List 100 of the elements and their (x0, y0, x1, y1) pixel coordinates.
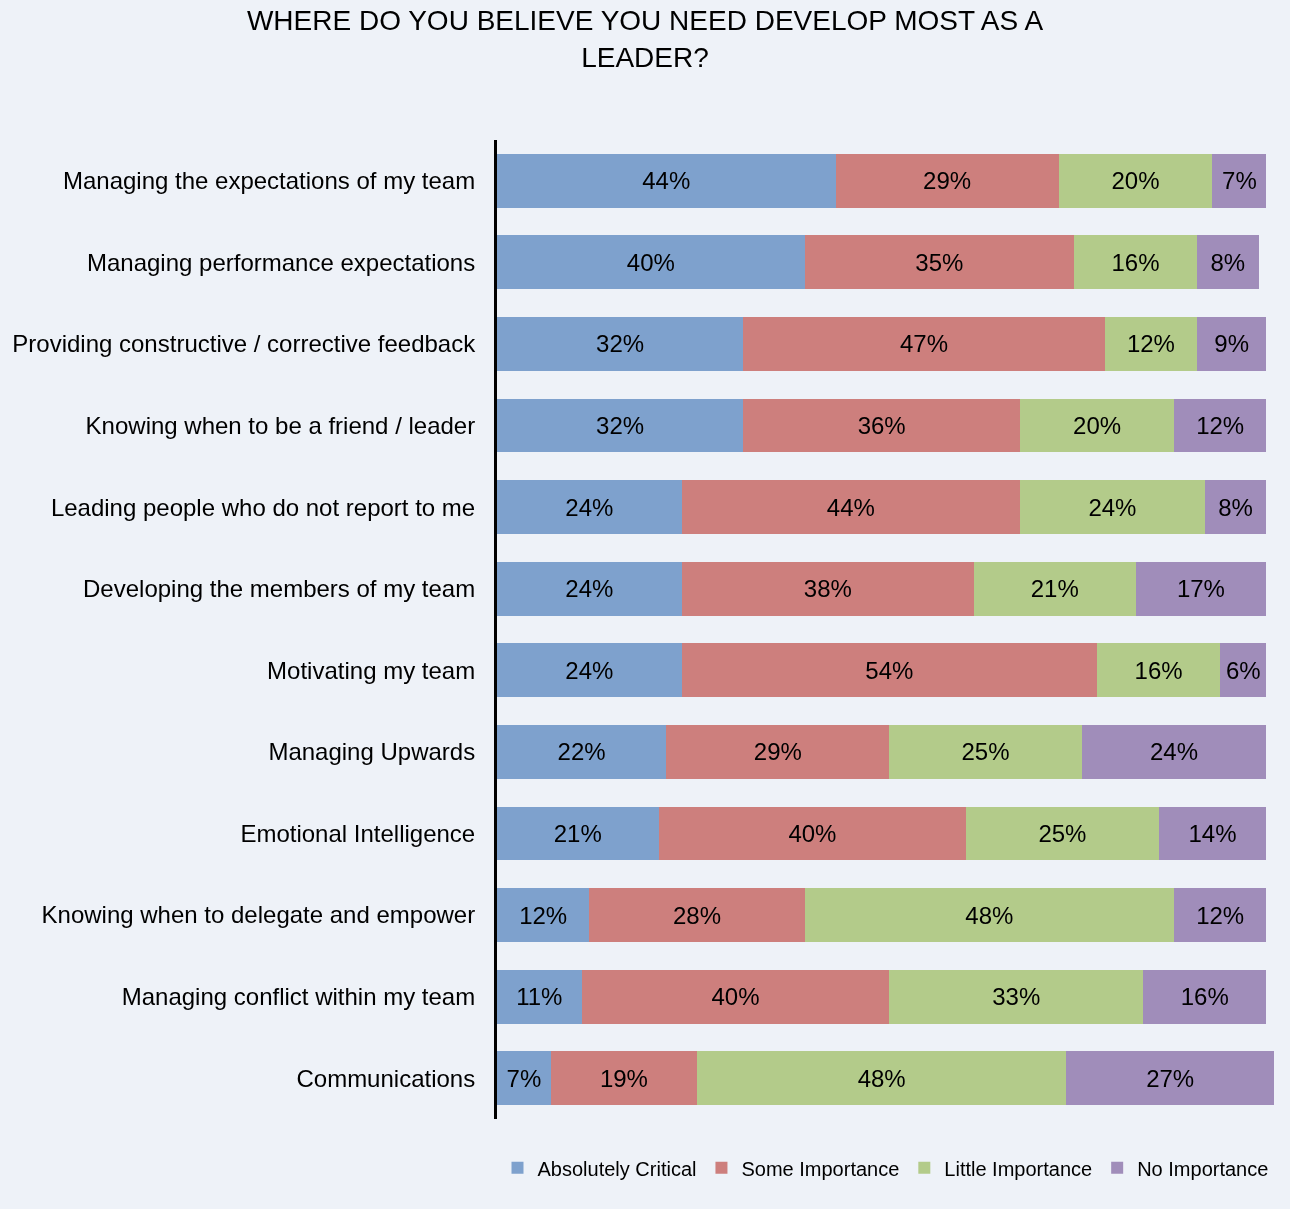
data-label: 29% (923, 167, 972, 195)
data-label: 24% (565, 656, 614, 684)
data-label: 32% (596, 412, 645, 440)
bar (743, 317, 1105, 371)
data-label: 12% (1196, 901, 1245, 929)
bar (658, 806, 967, 861)
bar (1104, 317, 1198, 371)
data-label: 7% (506, 1064, 542, 1092)
data-label: 21% (1030, 575, 1079, 603)
bar (550, 1051, 698, 1106)
bar (589, 888, 805, 942)
bar (1073, 235, 1198, 290)
data-label: 38% (803, 575, 852, 603)
bar (1020, 398, 1174, 453)
bar (1081, 724, 1267, 779)
bar (497, 1051, 551, 1106)
bar (1135, 561, 1267, 616)
bar (1097, 643, 1221, 698)
data-label: 48% (965, 901, 1014, 929)
data-label: 8% (1210, 248, 1246, 276)
data-label: 24% (1088, 493, 1137, 521)
data-label: 14% (1188, 819, 1237, 847)
y-tick-label: Providing constructive / corrective feedback (12, 330, 477, 358)
data-label: 8% (1218, 493, 1253, 521)
data-label: 7% (1222, 167, 1257, 195)
y-tick-label: Motivating my team (267, 656, 476, 684)
data-label: 16% (1111, 248, 1160, 276)
data-label: 12% (1196, 412, 1245, 440)
data-label: 44% (642, 167, 691, 195)
bar (681, 480, 1021, 535)
data-label: 16% (1180, 983, 1229, 1011)
bar (1066, 1051, 1274, 1106)
data-label: 40% (626, 248, 675, 276)
bar (497, 235, 805, 290)
data-label: 27% (1146, 1064, 1195, 1092)
bar (1212, 153, 1267, 208)
bar (681, 561, 974, 616)
data-label: 19% (599, 1064, 648, 1092)
data-label: 12% (519, 901, 568, 929)
y-tick-label: Knowing when to be a friend / leader (85, 411, 476, 439)
data-label: 36% (857, 412, 906, 440)
bar (497, 888, 590, 942)
y-tick-label: Managing performance expectations (86, 248, 476, 276)
bar (966, 806, 1159, 861)
data-label: 24% (565, 575, 614, 603)
data-label: 20% (1073, 412, 1122, 440)
bar (835, 153, 1059, 208)
y-tick-label: Communications (296, 1064, 476, 1092)
bar (804, 235, 1074, 290)
y-tick-label: Developing the members of my team (83, 575, 476, 603)
bar (497, 724, 667, 779)
y-tick-label: Managing the expectations of my team (62, 167, 476, 195)
legend-label: Some Importance (741, 1157, 900, 1180)
data-label: 20% (1111, 167, 1160, 195)
y-tick-label: Knowing when to delegate and empower (41, 901, 476, 929)
bar (889, 724, 1082, 779)
data-label: 48% (857, 1064, 906, 1092)
data-label: 47% (899, 330, 948, 358)
data-label: 35% (915, 248, 964, 276)
data-label: 25% (961, 738, 1010, 766)
data-label: 29% (753, 738, 802, 766)
bar (1158, 806, 1267, 861)
data-label: 24% (565, 493, 614, 521)
bar (743, 398, 1021, 453)
bar (1197, 235, 1259, 290)
bar (697, 1051, 1067, 1106)
data-label: 54% (865, 656, 914, 684)
data-label: 9% (1214, 330, 1250, 358)
legend-label: Little Importance (944, 1157, 1093, 1180)
y-tick-label: Leading people who do not report to me (50, 493, 476, 521)
bar (1058, 153, 1213, 208)
data-label: 28% (673, 901, 722, 929)
bar (497, 398, 744, 453)
bar (804, 888, 1174, 942)
bar (497, 153, 836, 208)
y-tick-label: Managing Upwards (268, 738, 476, 766)
bar (497, 561, 682, 616)
data-label: 21% (553, 819, 602, 847)
bar (973, 561, 1136, 616)
bar (1143, 969, 1267, 1024)
bar (666, 724, 890, 779)
bar (497, 969, 582, 1024)
legend-label: No Importance (1137, 1157, 1269, 1180)
bar (497, 643, 682, 698)
bar (1173, 888, 1267, 942)
data-label: 32% (596, 330, 645, 358)
data-label: 17% (1176, 575, 1225, 603)
bar (581, 969, 890, 1024)
legend-label: Absolutely Critical (537, 1157, 697, 1180)
data-label: 6% (1225, 656, 1261, 684)
data-label: 22% (557, 738, 606, 766)
chart-title: WHERE DO YOU BELIEVE YOU NEED DEVELOP MOST AS A LEADER? (246, 5, 1044, 73)
bar (1173, 398, 1267, 453)
data-label: 12% (1126, 330, 1175, 358)
data-label: 11% (516, 983, 563, 1011)
data-label: 16% (1134, 656, 1183, 684)
bar (1197, 317, 1267, 371)
bar (1204, 480, 1267, 535)
data-label: 33% (992, 983, 1041, 1011)
bar (497, 806, 659, 861)
